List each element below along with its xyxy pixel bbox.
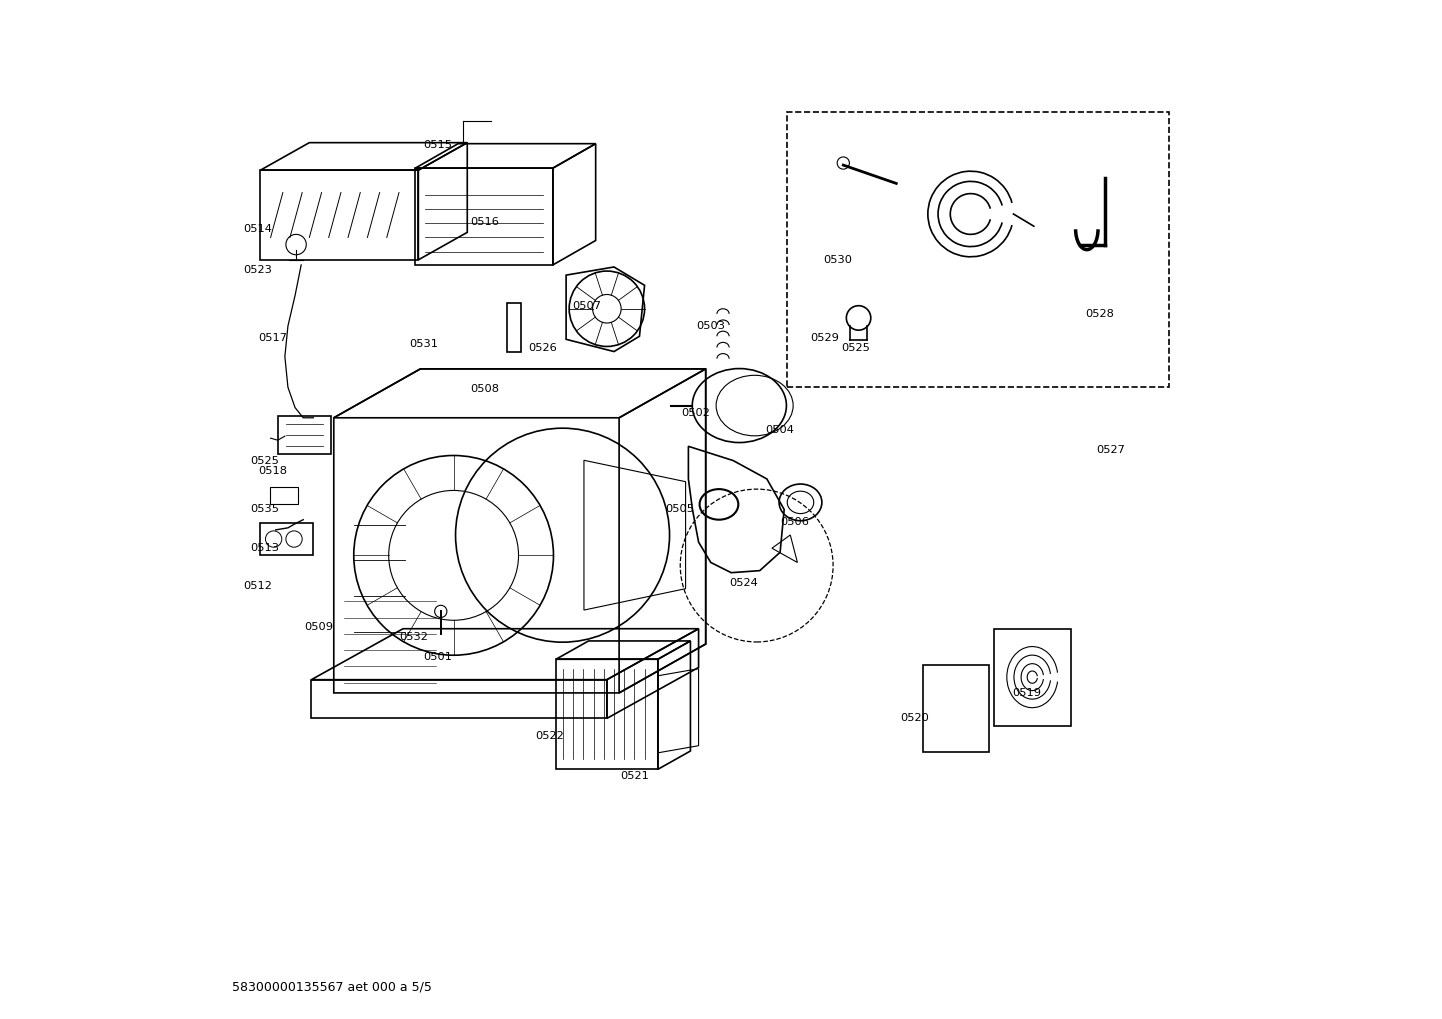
Text: 0509: 0509 bbox=[304, 622, 333, 632]
Text: 0516: 0516 bbox=[470, 217, 499, 227]
Text: 0528: 0528 bbox=[1086, 309, 1115, 319]
Text: 0530: 0530 bbox=[823, 255, 852, 265]
Bar bbox=[787, 112, 1169, 387]
Text: 0503: 0503 bbox=[696, 321, 725, 331]
Text: 0532: 0532 bbox=[399, 632, 428, 642]
Bar bbox=[278, 416, 330, 454]
Text: 0523: 0523 bbox=[242, 265, 271, 275]
Text: 0506: 0506 bbox=[780, 517, 809, 527]
Text: 0512: 0512 bbox=[242, 581, 271, 591]
Bar bbox=[270, 487, 298, 504]
Text: 0525: 0525 bbox=[841, 343, 870, 354]
Text: 0518: 0518 bbox=[258, 466, 287, 476]
Text: 0529: 0529 bbox=[810, 333, 839, 343]
Text: 0526: 0526 bbox=[528, 343, 557, 354]
Text: 0535: 0535 bbox=[249, 504, 278, 515]
Text: 58300000135567 aet 000 a 5/5: 58300000135567 aet 000 a 5/5 bbox=[232, 980, 431, 994]
Text: 0525: 0525 bbox=[249, 455, 278, 466]
Text: 0514: 0514 bbox=[242, 224, 271, 234]
Bar bbox=[261, 523, 313, 555]
Text: 0520: 0520 bbox=[900, 713, 929, 723]
Text: 0513: 0513 bbox=[249, 543, 278, 553]
Text: 0515: 0515 bbox=[423, 140, 453, 150]
Text: 0522: 0522 bbox=[535, 731, 564, 741]
Text: 0527: 0527 bbox=[1096, 445, 1125, 455]
Bar bbox=[508, 303, 521, 352]
Text: 0502: 0502 bbox=[681, 408, 709, 418]
Text: 0501: 0501 bbox=[423, 652, 453, 662]
Text: 0524: 0524 bbox=[730, 578, 758, 588]
Text: 0531: 0531 bbox=[410, 339, 438, 350]
Text: 0517: 0517 bbox=[258, 333, 287, 343]
Text: 0519: 0519 bbox=[1012, 688, 1041, 698]
Text: 0507: 0507 bbox=[572, 301, 601, 311]
Text: 0521: 0521 bbox=[620, 771, 649, 782]
Text: 0508: 0508 bbox=[470, 384, 499, 394]
Text: 0504: 0504 bbox=[766, 425, 795, 435]
Text: 0505: 0505 bbox=[666, 504, 695, 515]
